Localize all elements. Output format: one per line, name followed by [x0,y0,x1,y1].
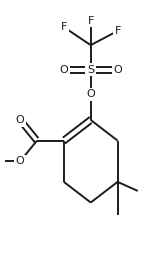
Text: O: O [16,156,25,166]
Text: O: O [59,65,68,75]
Text: O: O [86,89,95,99]
Text: F: F [61,22,67,32]
Text: F: F [88,16,94,26]
Text: O: O [113,65,122,75]
Text: F: F [114,26,121,36]
Text: S: S [87,65,94,75]
Text: O: O [16,115,25,125]
